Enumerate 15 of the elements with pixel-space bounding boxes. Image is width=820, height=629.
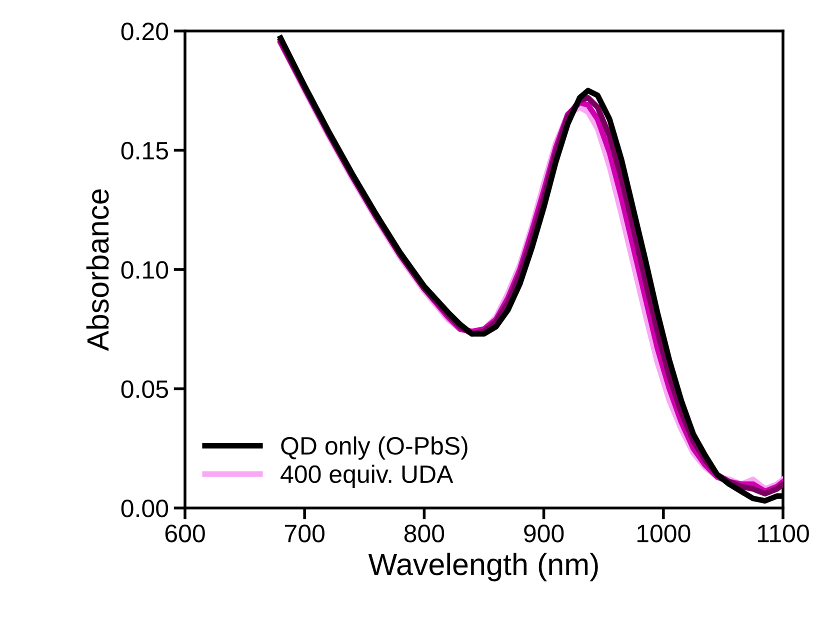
- x-axis-title: Wavelength (nm): [368, 552, 598, 582]
- x-tick-label: 1000: [638, 524, 690, 542]
- y-axis-title: Absorbance: [86, 189, 109, 351]
- y-tick-label: 0.15: [121, 142, 168, 160]
- x-tick-label: 600: [165, 524, 205, 542]
- y-tick-label: 0.10: [121, 261, 168, 279]
- x-tick-label: 700: [285, 524, 324, 542]
- y-tick-label: 0.05: [121, 380, 168, 398]
- y-tick-label: 0.00: [121, 500, 168, 518]
- legend-label: 400 equiv. UDA: [280, 464, 454, 488]
- x-tick-label: 900: [524, 524, 564, 542]
- legend-label: QD only (O-PbS): [281, 436, 468, 460]
- x-tick-label: 800: [404, 524, 444, 542]
- x-tick-label: 1100: [758, 524, 809, 542]
- y-tick-label: 0.20: [121, 22, 168, 40]
